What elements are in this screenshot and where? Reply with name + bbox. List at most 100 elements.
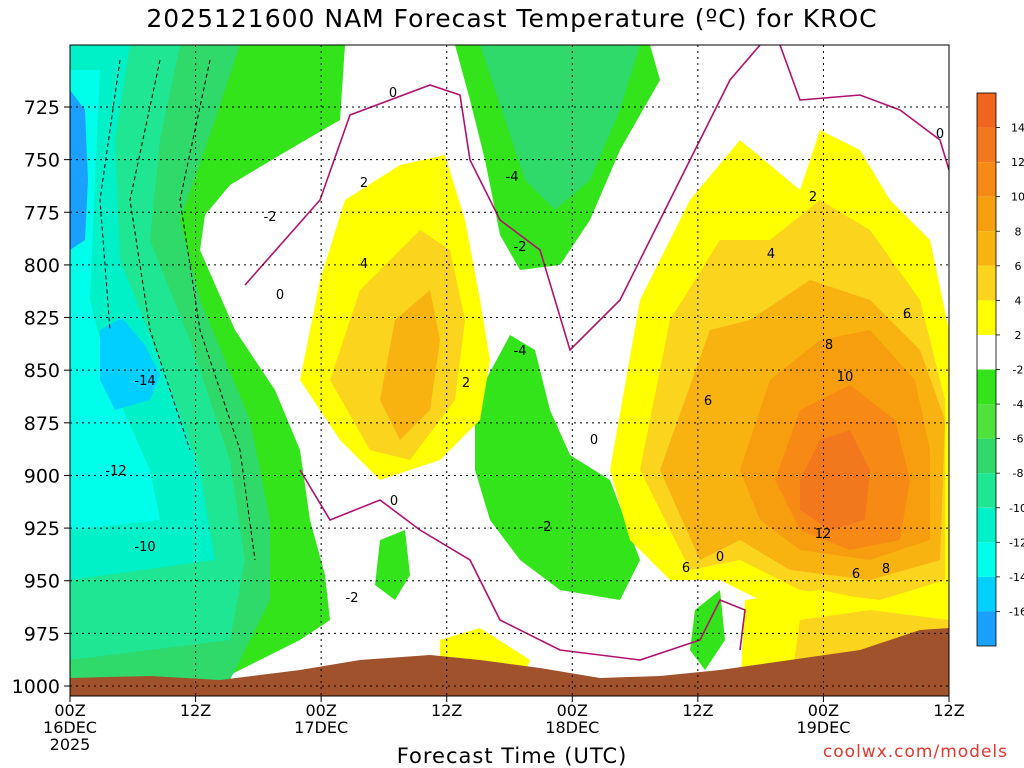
x-tick-label: 17DEC (294, 718, 348, 737)
contour-label: 10 (837, 370, 854, 385)
cold-blob-small (375, 530, 410, 600)
contour-label: -12 (105, 464, 126, 479)
contour-label: 0 (716, 550, 724, 565)
colorbar-label: 12 (1011, 156, 1024, 169)
contour-label: 8 (825, 338, 833, 353)
contour-label: 4 (767, 247, 775, 262)
cold-blob-right (690, 590, 725, 670)
contour-label: 2 (462, 376, 470, 391)
x-tick-label: 00Z (305, 701, 336, 720)
colorbar-swatch (977, 404, 996, 439)
colorbar-swatch (977, 576, 996, 612)
colorbar-swatch (977, 196, 996, 232)
x-tick-label: 18DEC (545, 718, 599, 737)
contour-label: -2 (539, 520, 552, 535)
contour-label: 4 (360, 257, 368, 272)
y-tick-label: 875 (24, 413, 60, 435)
colorbar-swatch (977, 369, 996, 405)
colorbar-swatch (977, 438, 996, 474)
x-tick-label: 12Z (933, 701, 964, 720)
colorbar-swatch (977, 231, 996, 266)
y-tick-label: 950 (24, 571, 60, 593)
x-tick-label: 2025 (50, 735, 91, 754)
colorbar-swatch (977, 473, 996, 508)
warm-dome-1-6 (380, 290, 440, 440)
x-tick-label: 12Z (180, 701, 211, 720)
y-tick-label: 900 (24, 465, 60, 487)
cold-region-16 (70, 90, 88, 250)
colorbar-swatch (977, 300, 996, 335)
y-tick-label: 800 (24, 255, 60, 277)
contour-label: -4 (506, 170, 519, 185)
cold-region-12 (70, 70, 160, 530)
contour-label: 6 (704, 394, 712, 409)
colorbar-label: 10 (1011, 191, 1024, 204)
colorbar-swatch (977, 507, 996, 543)
zero-isotherm-3 (779, 45, 949, 171)
cold-blob (475, 335, 640, 600)
contour-label: -10 (134, 540, 155, 555)
colorbar-swatch (977, 265, 996, 301)
x-tick-label: 19DEC (796, 718, 850, 737)
x-axis-label: Forecast Time (UTC) (396, 744, 628, 768)
grid-lines (70, 45, 949, 696)
zero-isotherm-2 (299, 469, 746, 661)
y-tick-label: 975 (24, 623, 60, 645)
y-tick-label: 850 (24, 360, 60, 382)
colorbar-label: 6 (1015, 260, 1022, 273)
warm-dome-2-12 (800, 430, 870, 530)
colorbar-swatch (977, 334, 996, 370)
contour-label: 6 (903, 307, 911, 322)
contour-label: 0 (276, 288, 284, 303)
y-tick-label: 775 (24, 202, 60, 224)
contour-label: 0 (389, 86, 397, 101)
contour-label: 2 (360, 176, 368, 191)
colorbar-label: 4 (1015, 294, 1022, 307)
colorbar-label: -8 (1013, 467, 1024, 480)
y-tick-label: 725 (24, 97, 60, 119)
contour-label: 8 (882, 562, 890, 577)
cold-tongue-6 (480, 45, 640, 210)
x-tick-label: 12Z (431, 701, 462, 720)
contour-labels: 0 -2 2 0 -4 -2 4 2 -4 -14 -12 -10 -2 0 0 -2 6 4 2 8 10 6 12 6 0 6… (105, 86, 944, 606)
colorbar-label: -2 (1013, 364, 1024, 377)
colorbar-label: -12 (1009, 536, 1024, 549)
contour-label: 12 (815, 527, 832, 542)
contour-label: 0 (590, 433, 598, 448)
contour-label: -2 (264, 210, 277, 225)
cold-region-14 (100, 318, 160, 410)
contour-label: 6 (852, 567, 860, 582)
colorbar-label: 2 (1015, 329, 1022, 342)
colorbar-swatch (977, 611, 996, 646)
x-tick-label: 12Z (682, 701, 713, 720)
colorbar-swatch (977, 127, 996, 163)
contour-label: 6 (682, 561, 690, 576)
contour-label: 0 (936, 127, 944, 142)
contour-label: -2 (346, 591, 359, 606)
contour-label: -4 (514, 344, 527, 359)
contour-label: -14 (134, 374, 155, 389)
colorbar: 14 12 10 8 6 4 2 -2 -4 -6 -8 -10 -12 -14 -16 (976, 92, 1024, 647)
contour-label: 0 (390, 494, 398, 509)
x-tick-label: 00Z (808, 701, 839, 720)
colorbar-label: -4 (1013, 398, 1024, 411)
y-tick-label: 925 (24, 518, 60, 540)
x-tick-label: 00Z (557, 701, 588, 720)
credit-text: coolwx.com/models (822, 742, 1008, 762)
colorbar-label: 8 (1015, 225, 1022, 238)
x-tick-label: 00Z (54, 701, 85, 720)
colorbar-label: 14 (1011, 122, 1024, 135)
colorbar-label: -10 (1009, 502, 1024, 515)
y-tick-label: 750 (24, 150, 60, 172)
dashed-contours (99, 59, 256, 561)
colorbar-swatch (977, 162, 996, 197)
y-tick-label: 825 (24, 308, 60, 330)
chart-title: 2025121600 NAM Forecast Temperature (ºC)… (146, 4, 878, 33)
colorbar-label: -14 (1009, 571, 1024, 584)
x-tick-label: 16DEC (43, 718, 97, 737)
y-tick-label: 1000 (12, 676, 60, 698)
colorbar-label: -16 (1009, 605, 1024, 618)
zero-isotherm (244, 45, 761, 352)
